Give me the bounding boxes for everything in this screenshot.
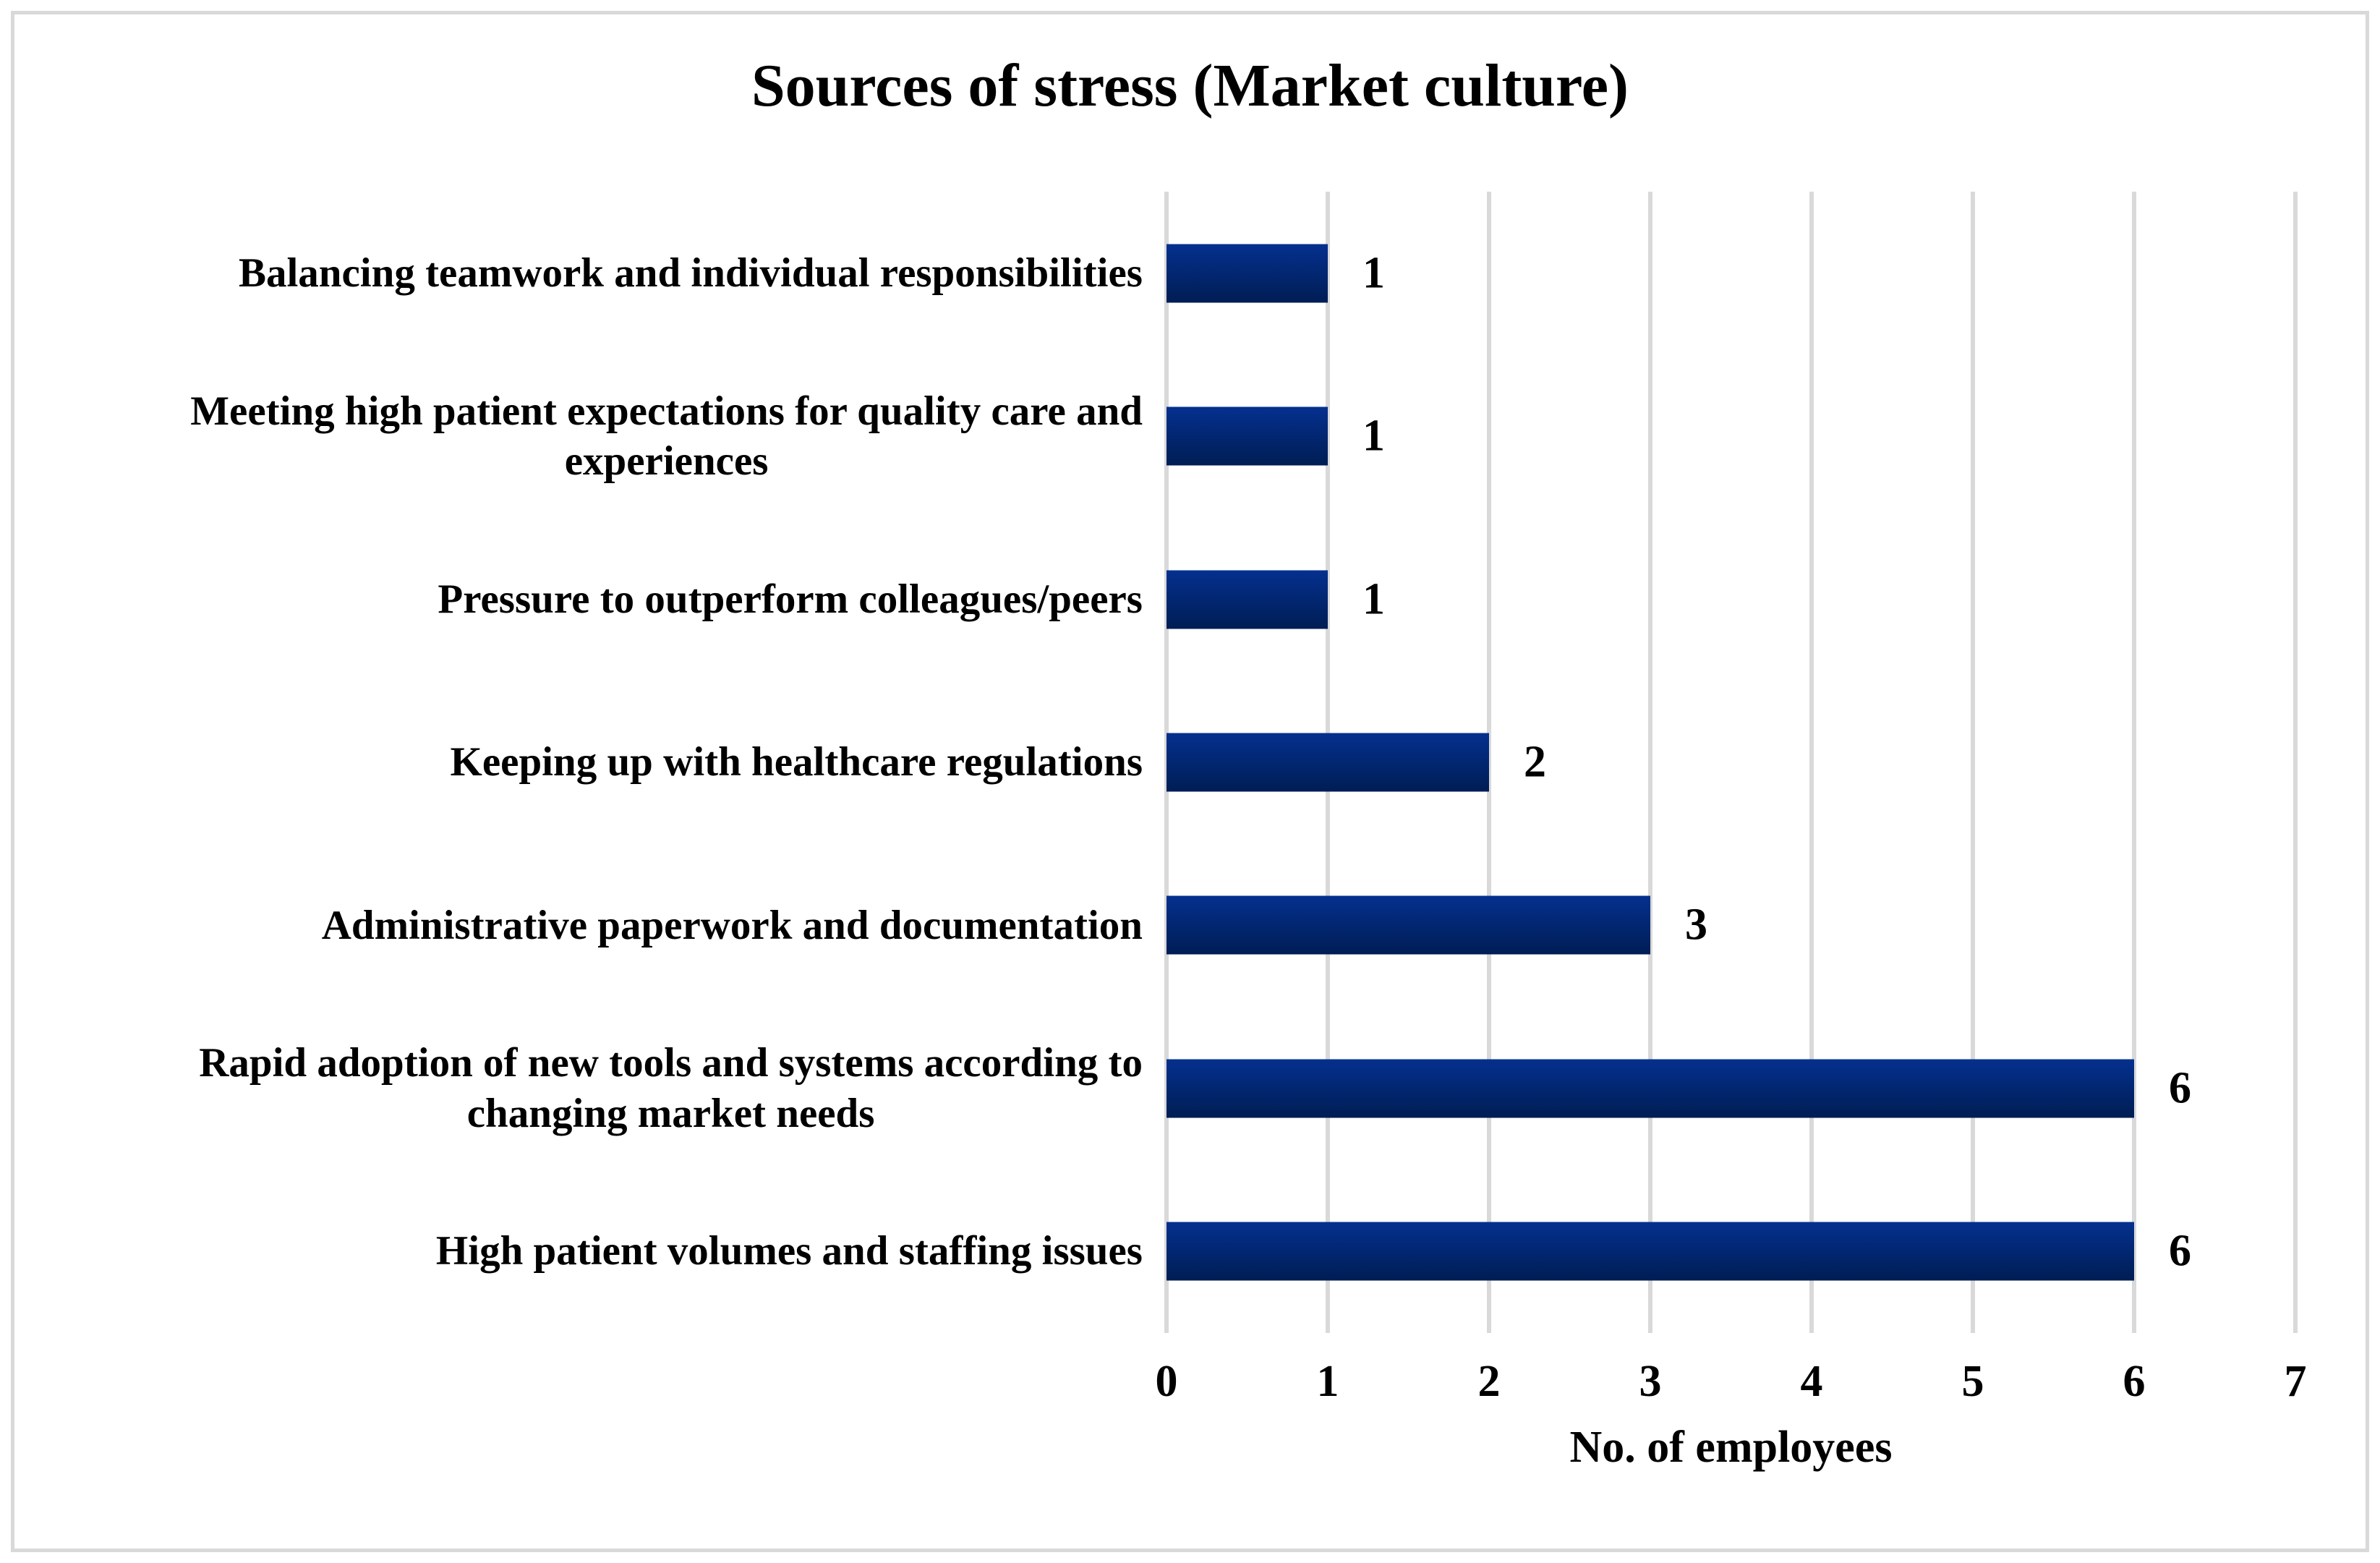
data-label: 1 (1362, 411, 1385, 461)
x-tick-label: 0 (1155, 1357, 1178, 1406)
bar-series: 1 1 1 2 3 6 6 (1166, 192, 2295, 1333)
bar-row: 6 (1166, 1007, 2295, 1170)
x-tick-label: 6 (2123, 1357, 2146, 1406)
x-tick-label: 4 (1800, 1357, 1823, 1406)
gridline (2132, 192, 2136, 1333)
x-tick-label: 3 (1639, 1357, 1662, 1406)
data-label: 1 (1362, 248, 1385, 298)
category-label-cell: High patient volumes and staffing issues (29, 1170, 1143, 1333)
category-axis-labels: Balancing teamwork and individual respon… (29, 192, 1143, 1333)
category-label-cell: Meeting high patient expectations for qu… (29, 354, 1143, 517)
bar (1166, 895, 1650, 955)
category-label: Rapid adoption of new tools and systems … (199, 1040, 1143, 1136)
bar (1166, 1222, 2134, 1281)
gridline (1971, 192, 1975, 1333)
category-label-cell: Pressure to outperform colleagues/peers (29, 518, 1143, 681)
category-label: High patient volumes and staffing issues (435, 1228, 1143, 1274)
x-tick-label: 2 (1477, 1357, 1501, 1406)
gridline (1487, 192, 1491, 1333)
bar-row: 1 (1166, 518, 2295, 681)
category-label-cell: Keeping up with healthcare regulations (29, 681, 1143, 843)
x-axis-title-wrap: No. of employees (1166, 1422, 2295, 1473)
plot-area: 1 1 1 2 3 6 6 (1164, 192, 2298, 1333)
x-tick-label: 5 (1961, 1357, 1984, 1406)
category-label: Pressure to outperform colleagues/peers (438, 576, 1143, 622)
bar (1166, 244, 1328, 303)
data-label: 3 (1685, 900, 1707, 950)
bar (1166, 1059, 2134, 1118)
data-label: 6 (2169, 1226, 2191, 1276)
data-label: 2 (1523, 737, 1546, 787)
category-label: Keeping up with healthcare regulations (450, 739, 1143, 785)
category-label-cell: Rapid adoption of new tools and systems … (29, 1007, 1143, 1170)
bar-row: 2 (1166, 681, 2295, 843)
x-tick-label: 7 (2284, 1357, 2307, 1406)
category-label: Meeting high patient expectations for qu… (190, 388, 1143, 485)
category-label: Administrative paperwork and documentati… (321, 902, 1143, 948)
bar (1166, 733, 1489, 792)
bar (1166, 570, 1328, 629)
gridline (2293, 192, 2298, 1333)
bar-row: 1 (1166, 354, 2295, 517)
bar (1166, 406, 1328, 466)
x-axis-title: No. of employees (1569, 1423, 1893, 1472)
data-label: 6 (2169, 1063, 2191, 1113)
bar-row: 1 (1166, 192, 2295, 354)
category-label-cell: Administrative paperwork and documentati… (29, 844, 1143, 1007)
gridline (1809, 192, 1814, 1333)
x-axis-tick-labels: 0 1 2 3 4 5 6 7 (1156, 1357, 2307, 1406)
category-label: Balancing teamwork and individual respon… (238, 250, 1143, 296)
chart-title: Sources of stress (Market culture) (751, 52, 1629, 119)
x-tick-label: 1 (1316, 1357, 1339, 1406)
category-label-cell: Balancing teamwork and individual respon… (29, 192, 1143, 354)
bar-row: 3 (1166, 844, 2295, 1007)
data-label: 1 (1362, 574, 1385, 624)
gridline (1648, 192, 1652, 1333)
bar-row: 6 (1166, 1170, 2295, 1333)
